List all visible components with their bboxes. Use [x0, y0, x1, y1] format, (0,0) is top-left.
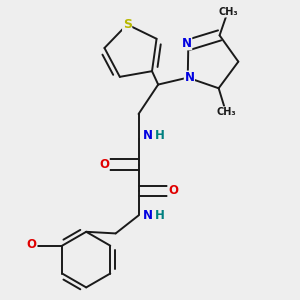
Text: N: N — [143, 209, 153, 222]
Text: N: N — [184, 71, 194, 84]
Text: O: O — [27, 238, 37, 251]
Text: CH₃: CH₃ — [217, 107, 236, 117]
Text: S: S — [123, 18, 132, 31]
Text: N: N — [182, 37, 192, 50]
Text: O: O — [168, 184, 178, 197]
Text: N: N — [143, 129, 153, 142]
Text: H: H — [155, 129, 165, 142]
Text: H: H — [155, 209, 165, 222]
Text: O: O — [99, 158, 109, 171]
Text: CH₃: CH₃ — [218, 7, 238, 17]
